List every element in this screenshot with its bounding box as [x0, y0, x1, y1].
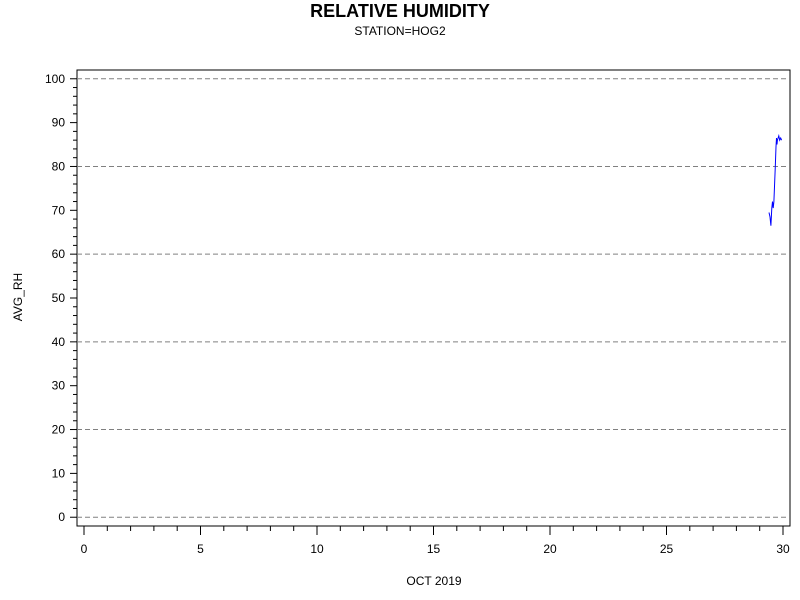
x-tick-label: 15 — [427, 542, 441, 556]
x-tick-label: 30 — [776, 542, 790, 556]
y-tick-label: 70 — [52, 203, 66, 217]
y-tick-label: 60 — [52, 247, 66, 261]
x-tick-label: 25 — [660, 542, 674, 556]
chart-title: RELATIVE HUMIDITY — [310, 1, 490, 21]
y-tick-label: 90 — [52, 116, 66, 130]
y-tick-label: 50 — [52, 291, 66, 305]
y-tick-label: 100 — [45, 72, 65, 86]
y-tick-label: 10 — [52, 466, 66, 480]
y-axis-label: AVG_RH — [11, 273, 25, 321]
series-layer — [768, 133, 783, 226]
chart-subtitle: STATION=HOG2 — [354, 24, 446, 38]
x-axis: 0 5 10 15 20 25 30 — [81, 526, 790, 556]
x-tick-label: 20 — [543, 542, 557, 556]
x-tick-label: 10 — [310, 542, 324, 556]
y-tick-label: 0 — [58, 510, 65, 524]
x-tick-label: 5 — [197, 542, 204, 556]
y-axis: 0 10 20 30 40 50 60 70 80 90 100 — [45, 72, 77, 524]
y-tick-label: 20 — [52, 423, 66, 437]
grid-layer — [77, 78, 790, 518]
y-tick-label: 80 — [52, 159, 66, 173]
x-axis-label: OCT 2019 — [406, 574, 461, 588]
plot-frame — [76, 69, 791, 527]
y-tick-label: 40 — [52, 335, 66, 349]
series-line — [768, 133, 783, 226]
x-tick-label: 0 — [81, 542, 88, 556]
y-tick-label: 30 — [52, 379, 66, 393]
